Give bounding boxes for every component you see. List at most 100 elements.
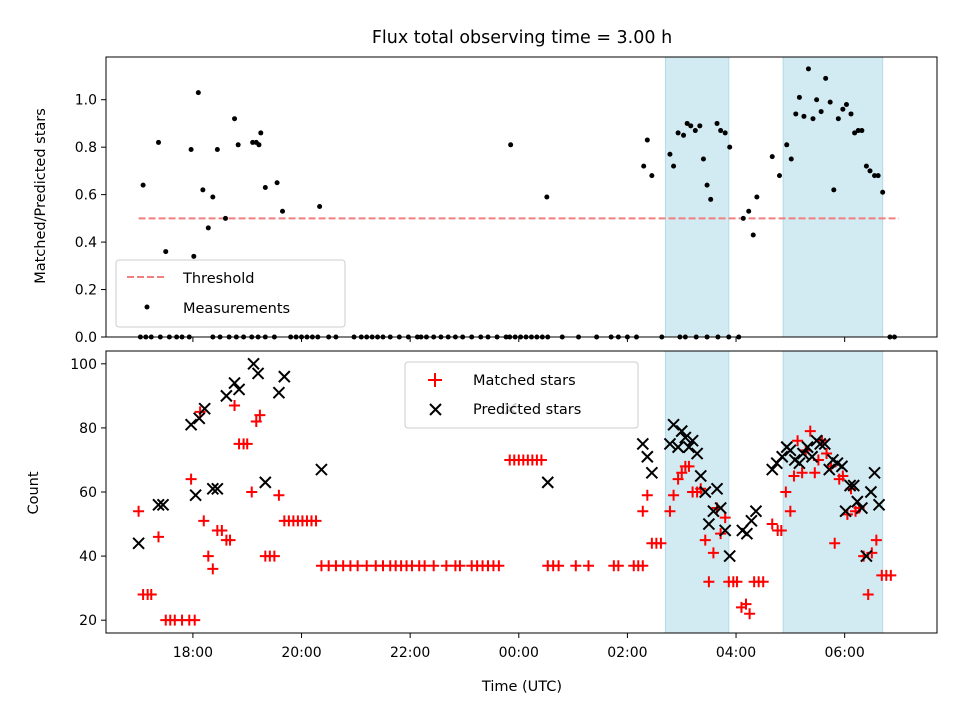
bottom-y-tick-label: 80 [79, 421, 97, 437]
top-y-tick-label: 0.8 [75, 140, 97, 156]
matched-star-point [788, 470, 800, 482]
predicted-star-point [839, 505, 852, 518]
bottom-y-tick-label: 20 [79, 613, 97, 629]
matched-star-point [664, 505, 676, 517]
measurement-point [859, 128, 865, 134]
measurement-point [317, 203, 323, 209]
measurement-point [508, 142, 514, 148]
predicted-star-point [805, 450, 819, 463]
matched-star-point [612, 560, 624, 572]
predicted-star-point [702, 517, 716, 531]
measurement-point [214, 147, 220, 153]
measurement-point [191, 253, 197, 259]
matched-star-point [254, 409, 266, 421]
measurement-point [280, 208, 286, 214]
predicted-star-point [211, 482, 224, 496]
matched-star-point [207, 563, 219, 575]
bottom-legend: Matched stars Predicted stars [404, 361, 639, 429]
predicted-star-point [749, 505, 763, 518]
measurement-point [740, 215, 746, 221]
measurement-point [814, 97, 820, 103]
matched-star-point [775, 524, 787, 536]
measurement-point [644, 137, 650, 143]
matched-star-point [428, 560, 440, 572]
measurement-point [667, 151, 673, 157]
measurement-point [872, 173, 878, 179]
measurement-point [823, 75, 829, 81]
measurement-point [156, 139, 162, 145]
bottom-plot-frame [105, 350, 938, 634]
matched-star-point [185, 473, 197, 485]
predicted-star-point [206, 482, 220, 496]
measurement-point [274, 180, 280, 186]
measurement-point [746, 208, 752, 214]
matched-star-point [637, 560, 649, 572]
legend-measurements-label: Measurements [183, 301, 290, 317]
matched-star-point [454, 560, 466, 572]
top-plot-frame [105, 56, 938, 338]
matched-star-point [766, 518, 778, 530]
measurement-point [831, 187, 837, 193]
bottom-panel: Count 20 40 60 80 100 18:00 20:00 22:00 00:00 02… [26, 350, 938, 695]
predicted-star-point [220, 389, 233, 403]
matched-star-point [870, 534, 882, 546]
predicted-star-point [671, 440, 685, 454]
measurement-point [262, 185, 268, 191]
measurement-point [796, 94, 802, 100]
bottom-legend-box [404, 361, 639, 429]
measurement-point [852, 130, 858, 136]
top-y-ticks: 0.0 0.2 0.4 0.6 0.8 1.0 [75, 93, 106, 346]
matched-star-point [637, 505, 649, 517]
matched-star-point [535, 454, 547, 466]
top-ylabel: Matched/Predicted stars [33, 108, 49, 284]
measurement-point [880, 189, 886, 195]
legend-matched-swatch [428, 373, 442, 387]
measurement-point [708, 196, 714, 202]
predicted-star-point [198, 402, 211, 415]
predicted-star-point [860, 549, 873, 563]
predicted-star-point [152, 498, 165, 512]
shaded-interval-2 [782, 56, 884, 338]
matched-star-point [268, 550, 280, 562]
matched-star-point [804, 425, 816, 437]
matched-star-point [784, 505, 796, 517]
predicted-star-point [823, 463, 836, 476]
bottom-x-ticks: 18:00 20:00 22:00 00:00 02:00 04:00 06:00 [173, 633, 865, 661]
matched-star-point [757, 576, 769, 588]
bottom-ylabel: Count [26, 471, 42, 514]
measurement-point [867, 168, 873, 174]
shaded-interval-2 [782, 350, 884, 634]
predicted-star-point [843, 479, 857, 492]
predicted-star-point [272, 386, 286, 399]
predicted-star-point [315, 463, 328, 476]
matched-star-point [189, 614, 201, 626]
measurement-point [544, 194, 550, 200]
top-legend-box [115, 259, 346, 328]
matched-star-point [809, 467, 821, 479]
measurement-point [805, 66, 811, 72]
predicted-star-point [835, 460, 849, 473]
bottom-x-tick-label: 04:00 [716, 645, 756, 661]
matched-star-point [885, 569, 897, 581]
matched-star-point [553, 560, 565, 572]
legend-threshold-label: Threshold [182, 271, 254, 287]
measurement-point [256, 142, 262, 148]
predicted-star-point [645, 466, 659, 479]
measurement-point [140, 182, 146, 188]
matched-star-point [792, 435, 804, 447]
predicted-star-point [766, 463, 779, 476]
top-panel: Matched/Predicted stars 0.0 0.2 0.4 0.6 0.8 1… [33, 56, 938, 346]
predicted-star-point [714, 501, 727, 515]
matched-star-point [655, 537, 667, 549]
matched-star-point [273, 489, 285, 501]
matched-star-point [740, 598, 752, 610]
predicted-star-point [851, 495, 864, 508]
bottom-shaded-regions [664, 350, 884, 634]
matched-star-point [731, 576, 743, 588]
measurement-point [232, 116, 238, 122]
measurement-point [843, 101, 849, 107]
legend-predicted-swatch [429, 403, 442, 416]
matched-star-point [582, 560, 594, 572]
predicted-star-point [710, 482, 724, 496]
